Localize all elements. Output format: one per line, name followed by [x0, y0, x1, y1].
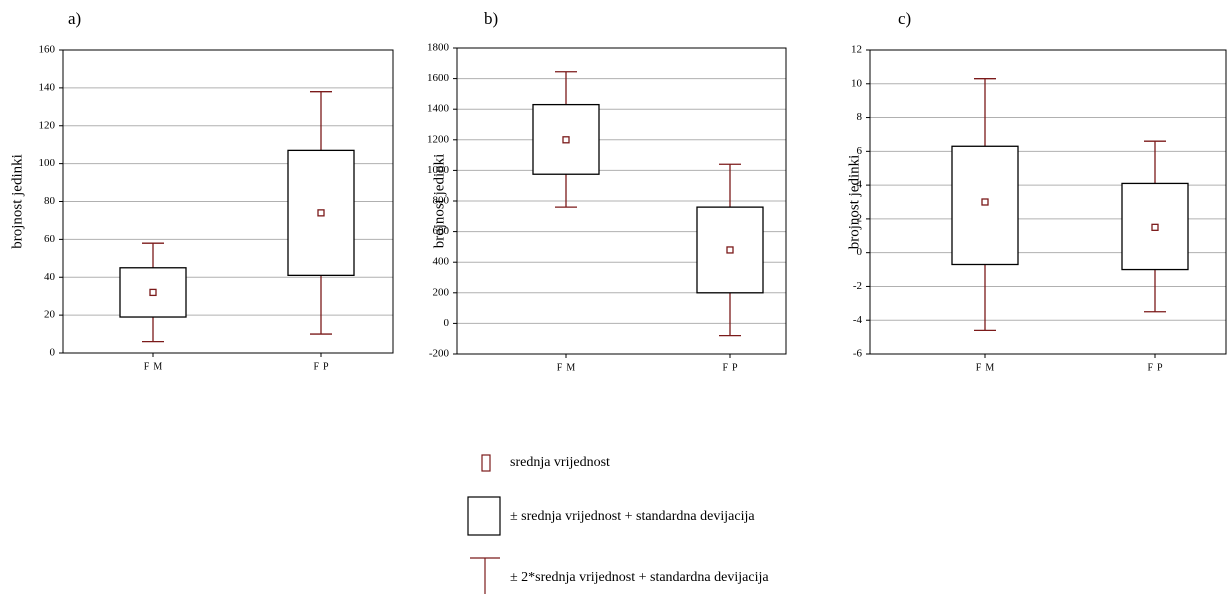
y-tick-label: 4: [857, 179, 863, 191]
mean-marker: [317, 209, 325, 217]
y-tick-label: 1600: [427, 72, 450, 84]
y-tick-label: 10: [851, 77, 863, 89]
y-tick-label: 1000: [427, 164, 450, 176]
y-tick-label: -4: [853, 314, 863, 326]
y-tick-label: 1200: [427, 133, 450, 145]
legend-text: ± 2*srednja vrijednost + standardna devi…: [510, 570, 769, 585]
y-axis-label: brojnost jedinki: [431, 154, 447, 249]
y-tick-label: 1800: [427, 42, 450, 54]
legend-text: ± srednja vrijednost + standardna devija…: [510, 509, 755, 524]
y-tick-label: 100: [39, 157, 56, 169]
y-tick-label: 600: [433, 225, 450, 237]
y-axis-label: brojnost jedinki: [846, 155, 862, 250]
y-tick-label: 200: [433, 286, 450, 298]
x-tick-label: FP: [313, 361, 332, 372]
chart-title: a): [68, 9, 81, 28]
mean-marker: [1151, 223, 1159, 231]
y-tick-label: 0: [857, 246, 863, 258]
plot-frame: [62, 49, 394, 354]
y-tick-label: 140: [39, 81, 56, 93]
y-tick-label: 120: [39, 119, 56, 131]
y-tick-label: 6: [857, 145, 863, 157]
box: [1121, 182, 1189, 271]
y-tick-label: 12: [851, 44, 862, 56]
x-tick-label: FP: [722, 362, 741, 373]
mean-marker: [149, 288, 157, 297]
y-tick-label: -2: [853, 280, 862, 292]
y-tick-label: 0: [50, 347, 56, 359]
plot-frame: [869, 49, 1227, 355]
y-tick-label: 0: [444, 317, 450, 329]
y-tick-label: 60: [44, 233, 56, 245]
x-tick-label: FP: [1147, 362, 1166, 373]
chart-title: c): [898, 9, 911, 28]
y-axis-label: brojnost jedinki: [9, 154, 25, 249]
mean-marker: [726, 246, 734, 254]
y-tick-label: 160: [39, 44, 56, 56]
y-tick-label: -200: [429, 348, 450, 360]
x-tick-label: FM: [144, 361, 166, 372]
legend-text: srednja vrijednost: [510, 455, 610, 470]
y-tick-label: 800: [433, 195, 450, 207]
y-tick-label: 400: [433, 256, 450, 268]
mean-marker: [562, 136, 570, 144]
x-tick-label: FM: [557, 362, 579, 373]
chart-title: b): [484, 9, 498, 28]
y-tick-label: 1400: [427, 103, 450, 115]
y-tick-label: 8: [857, 111, 863, 123]
x-tick-label: FM: [976, 362, 998, 373]
y-tick-label: 2: [857, 212, 863, 224]
y-tick-label: 20: [44, 309, 56, 321]
y-tick-label: -6: [853, 348, 863, 360]
y-tick-label: 80: [44, 195, 56, 207]
plot-frame: [456, 47, 787, 355]
legend-box-icon: [467, 496, 501, 536]
mean-marker: [981, 198, 989, 206]
legend-mean-icon: [481, 454, 491, 472]
box: [119, 267, 187, 318]
y-tick-label: 40: [44, 271, 56, 283]
